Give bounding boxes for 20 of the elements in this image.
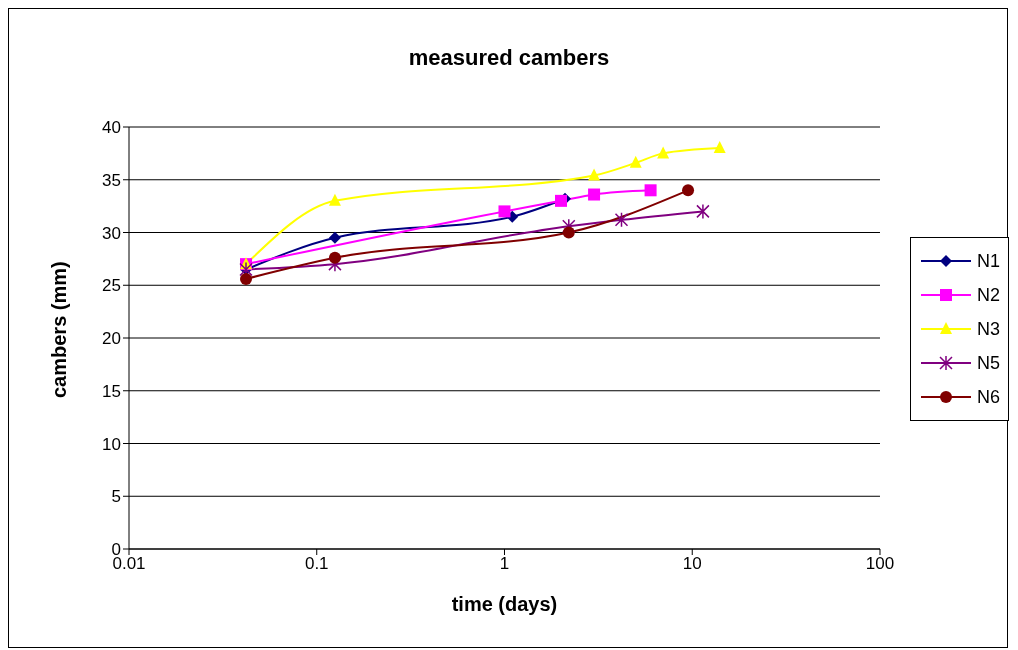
legend-label: N2 [976, 284, 1000, 306]
y-tick-label: 30 [102, 223, 121, 243]
y-axis-title: cambers (mm) [48, 261, 71, 398]
x-axis-title: time (days) [451, 593, 558, 615]
y-tick-label: 5 [111, 487, 121, 507]
legend-label: N6 [976, 386, 1000, 408]
legend-label: N5 [976, 352, 1000, 374]
y-tick-label: 25 [102, 276, 121, 296]
legend-label: N1 [976, 250, 1000, 272]
x-tick-label: 10 [682, 554, 702, 574]
y-tick-label: 15 [102, 381, 121, 401]
y-tick-label: 10 [102, 434, 121, 454]
x-tick-label: 0.1 [304, 554, 329, 574]
y-tick-label: 20 [102, 329, 121, 349]
x-tick-label: 1 [499, 554, 510, 574]
y-tick-label: 40 [102, 118, 121, 138]
x-tick-label: 100 [865, 554, 895, 574]
legend-label: N3 [976, 318, 1000, 340]
y-tick-label: 35 [102, 170, 121, 190]
chart-title: measured cambers [407, 45, 611, 71]
